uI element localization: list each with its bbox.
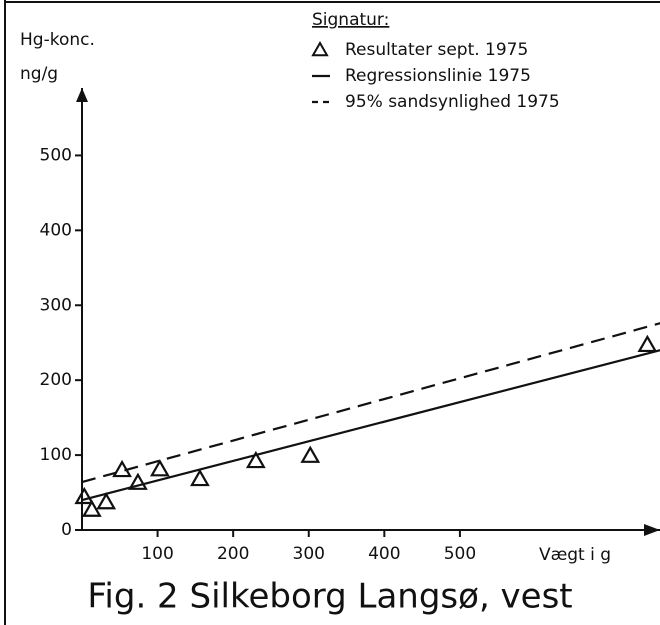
data-point [149, 459, 170, 477]
legend-label: Resultater sept. 1975 [345, 40, 528, 60]
legend-label: 95% sandsynlighed 1975 [345, 92, 560, 112]
legend-title: Signatur: [312, 10, 389, 30]
line-series [81, 349, 660, 502]
legend-symbol [311, 40, 329, 57]
y-axis-arrow [76, 88, 88, 102]
x-tick-label: 200 [217, 544, 249, 564]
data-point [190, 468, 210, 487]
line-series [81, 322, 660, 484]
y-axis-unit: ng/g [20, 64, 58, 84]
y-tick-label: 400 [40, 220, 72, 240]
data-point [96, 492, 117, 510]
data-point [300, 445, 321, 463]
y-tick-label: 0 [61, 520, 72, 540]
x-axis-arrow [644, 524, 660, 536]
data-point [128, 472, 148, 490]
y-tick-label: 300 [40, 295, 72, 315]
chart-title: Fig. 2 Silkeborg Langsø, vest [87, 577, 572, 617]
y-tick-label: 100 [40, 445, 72, 465]
x-tick-label: 400 [368, 544, 400, 564]
y-tick-label: 500 [40, 145, 72, 165]
data-point [637, 334, 658, 353]
y-tick-label: 200 [40, 370, 72, 390]
data-point [81, 499, 102, 517]
x-axis-label: Vægt i g [539, 545, 611, 565]
y-axis-label: Hg-konc. [20, 30, 95, 50]
legend-label: Regressionslinie 1975 [345, 66, 531, 86]
x-tick-label: 300 [293, 544, 325, 564]
x-tick-label: 100 [141, 544, 173, 564]
data-point [245, 450, 266, 469]
x-tick-label: 500 [444, 544, 476, 564]
data-point [74, 486, 95, 505]
